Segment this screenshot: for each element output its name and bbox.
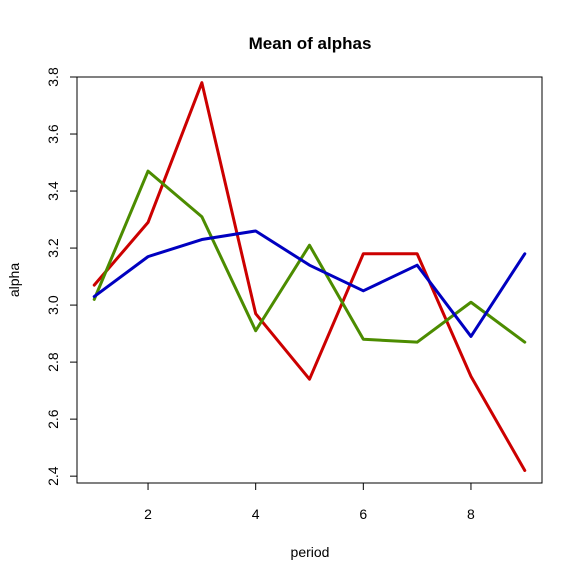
series-line-1 bbox=[92, 81, 527, 472]
y-tick-label: 3.0 bbox=[45, 295, 61, 315]
y-tick-label: 3.8 bbox=[45, 67, 61, 87]
chart-title: Mean of alphas bbox=[249, 34, 372, 53]
y-tick-label: 2.4 bbox=[45, 466, 61, 486]
x-tick-label: 2 bbox=[144, 506, 152, 522]
x-axis: 2 4 6 8 bbox=[144, 482, 475, 522]
series-lines bbox=[92, 81, 527, 472]
y-axis: 2.4 2.6 2.8 3.0 3.2 3.4 3.6 3.8 bbox=[45, 67, 78, 486]
y-axis-title: alpha bbox=[6, 263, 22, 297]
y-tick-label: 3.6 bbox=[45, 124, 61, 144]
x-tick-label: 8 bbox=[467, 506, 475, 522]
series-line-2 bbox=[92, 169, 527, 344]
x-tick-label: 6 bbox=[359, 506, 367, 522]
y-tick-label: 3.2 bbox=[45, 238, 61, 258]
plot-area-frame bbox=[76, 76, 543, 484]
y-tick-label: 2.8 bbox=[45, 352, 61, 372]
series-line-3 bbox=[92, 229, 527, 338]
x-axis-title: period bbox=[291, 544, 330, 560]
y-tick-label: 3.4 bbox=[45, 181, 61, 201]
y-tick-label: 2.6 bbox=[45, 409, 61, 429]
x-tick-label: 4 bbox=[252, 506, 260, 522]
